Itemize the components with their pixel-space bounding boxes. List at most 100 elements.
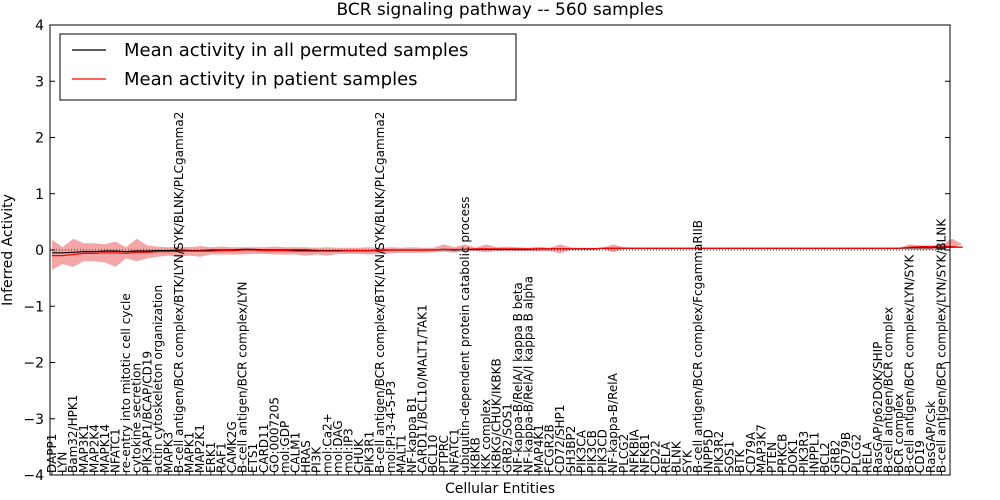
x-tick-label: BCL10	[426, 435, 440, 473]
x-tick-label: B-cell antigen/BCR complex/BTK/LYN/SYK/B…	[172, 112, 186, 473]
y-tick-label: 4	[35, 18, 44, 34]
x-tick-label: NFKBIA	[627, 428, 641, 473]
x-tick-label: CHUK	[352, 438, 366, 473]
x-tick-label: ETS1	[246, 443, 260, 473]
x-tick-label: BCL2	[818, 442, 832, 473]
series-line-patient	[52, 245, 963, 257]
x-tick-label: PIK3CB	[585, 430, 599, 473]
x-tick-label: NF-kappa-B/RelA/I kappa B beta	[511, 282, 525, 473]
y-tick-label: 2	[35, 131, 44, 147]
x-tick-label: IKBKG/CHUK/IKBKB	[490, 358, 504, 473]
y-tick-label: −3	[23, 412, 44, 428]
y-axis-ticks: −4 −3 −2 −1 0 1 2 3 4	[23, 18, 950, 484]
x-tick-label: MAPK1	[183, 432, 197, 473]
x-tick-label: RELA	[659, 441, 673, 473]
legend-label-patient: Mean activity in patient samples	[124, 69, 418, 90]
x-tick-label: CARD11/BCL10/MALT1/TAK1	[416, 304, 430, 473]
x-tick-label: MAP2K4	[87, 424, 101, 473]
x-tick-label: GRB2	[829, 439, 843, 473]
x-tick-label: CD22	[649, 440, 663, 473]
x-tick-label: BCR complex	[892, 394, 906, 473]
x-tick-label: SH3BP2	[564, 426, 578, 473]
x-tick-label: INPPL1	[807, 432, 821, 473]
x-tick-label: FCGR2B	[543, 424, 557, 473]
x-tick-label: BLNK	[670, 440, 684, 473]
x-tick-label: MAP3K7	[754, 424, 768, 473]
x-tick-label: CD72/SHP1	[553, 405, 567, 473]
x-tick-label: MAP3K1	[77, 424, 91, 473]
x-tick-label: CD19	[913, 440, 927, 473]
x-tick-label: MAPK14	[98, 424, 112, 473]
x-tick-label: PIK3R1	[363, 431, 377, 473]
legend-box	[59, 33, 517, 101]
x-tick-label: IKK complex	[479, 399, 493, 473]
legend-label-permuted: Mean activity in all permuted samples	[124, 40, 468, 61]
y-tick-label: −2	[23, 356, 44, 372]
x-axis-label: Cellular Entities	[445, 481, 555, 497]
x-tick-label: SYK	[680, 449, 694, 473]
x-tick-label: mol:GDP	[278, 421, 292, 473]
x-tick-label: B-cell antigen/BCR complex	[882, 307, 896, 473]
x-tick-label: BTK	[733, 448, 747, 473]
x-tick-label: NF-kappa B1	[405, 396, 419, 473]
y-tick-label: −4	[23, 468, 44, 484]
x-tick-label: GRB2/SOS1	[500, 403, 514, 473]
x-tick-label: PIK3AP1/BCAP/CD19	[140, 351, 154, 473]
y-tick-label: 0	[35, 243, 44, 259]
x-tick-label: B-cell antigen/BCR complex/LYN/SYK/BLNK	[934, 218, 948, 473]
x-tick-label: B-cell antigen/BCR complex/LYN/SYK	[903, 253, 917, 473]
x-tick-label: ubiquitin-dependent protein catabolic pr…	[458, 197, 472, 473]
x-tick-label: re-entry into mitotic cell cycle	[119, 293, 133, 473]
y-tick-label: 3	[35, 74, 44, 90]
x-tick-label: PLCG2	[850, 434, 864, 473]
x-tick-label: NFATC1	[109, 428, 123, 473]
x-tick-label: CD79A	[744, 431, 758, 473]
x-tick-label: MALT1	[394, 434, 408, 473]
x-tick-label: mol:PI-3-4-5-P3	[384, 381, 398, 473]
x-tick-label: PIK3CD	[596, 429, 610, 473]
x-tick-label: INPP5D	[702, 429, 716, 473]
chart-title: BCR signaling pathway -- 560 samples	[336, 0, 663, 20]
x-tick-label: CD79B	[839, 432, 853, 473]
x-tick-label: CALM1	[289, 432, 303, 473]
confidence-band	[52, 238, 963, 270]
x-tick-label: PIK3CA	[574, 429, 588, 473]
x-tick-label: DAPP1	[45, 434, 59, 473]
x-tick-label: cytokine secretion	[130, 363, 144, 473]
x-tick-label: RasGAP/Csk	[924, 401, 938, 473]
y-tick-label: −1	[23, 299, 44, 315]
x-tick-label: actin cytoskeleton organization	[151, 285, 165, 473]
y-axis-label: Inferred Activity	[0, 194, 16, 306]
y-tick-label: 1	[35, 187, 44, 203]
x-tick-label: SOS1	[723, 441, 737, 473]
x-tick-label: DOK1	[786, 439, 800, 473]
x-tick-label: NF-kappa-B/RelA/I kappa B alpha	[522, 276, 536, 473]
x-tick-label: LYN	[56, 452, 70, 473]
x-tick-label: CAMK2G	[225, 421, 239, 473]
legend: Mean activity in all permuted samples Me…	[59, 33, 517, 101]
x-tick-label: MAPK3	[162, 432, 176, 473]
x-tick-label: ERK1	[204, 442, 218, 473]
x-tick-label: CARD11	[257, 424, 271, 473]
x-tick-label: PRKCB	[776, 434, 790, 473]
x-tick-label: PIK3R3	[797, 431, 811, 473]
x-tick-label: PIK3R2	[712, 431, 726, 473]
x-tick-label: PTEN	[765, 442, 779, 473]
x-tick-label: B-cell antigen/BCR complex/BTK/LYN/SYK/B…	[373, 112, 387, 473]
x-tick-label: RELA	[860, 441, 874, 473]
x-tick-label: RasGAP/p62DOK/SHIP	[871, 342, 885, 473]
x-tick-label: HRAS	[299, 440, 313, 473]
x-tick-label: B-cell antigen/BCR complex/FcgammaRIIB	[691, 220, 705, 473]
x-tick-label: Bam32/HPK1	[66, 395, 80, 473]
x-tick-label: PTPRC	[437, 435, 451, 473]
x-tick-label: B-cell antigen/BCR complex/LYN	[236, 281, 250, 473]
x-tick-label: RAF1	[214, 442, 228, 473]
x-tick-label: mol:Ca2+	[320, 413, 334, 473]
x-tick-label: NFKB1	[638, 433, 652, 473]
x-tick-label: PLCG2	[617, 434, 631, 473]
x-tick-label: GO:0007205	[267, 397, 281, 473]
x-tick-label: PI3K	[310, 446, 324, 473]
x-tick-label: MAP4K1	[532, 424, 546, 473]
x-tick-label: mol:IP3	[342, 428, 356, 473]
